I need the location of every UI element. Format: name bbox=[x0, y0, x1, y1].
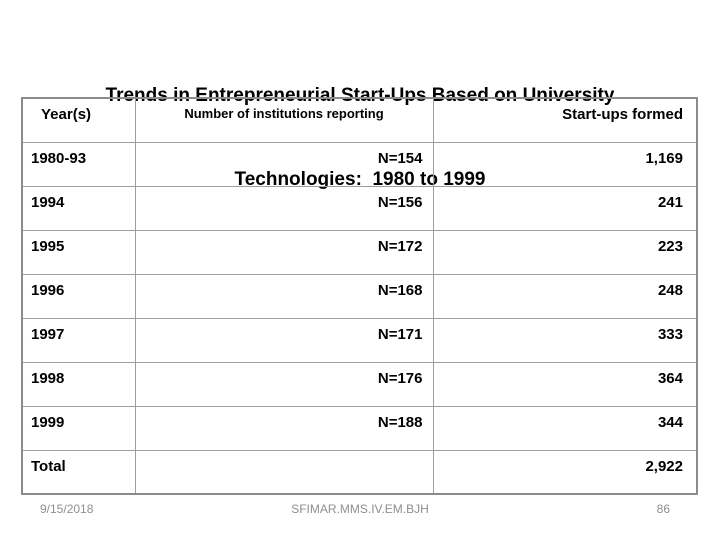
cell-institutions-count: N=156 bbox=[134, 185, 434, 231]
table-row: 1999 N=188 344 bbox=[21, 405, 698, 451]
cell-startups-formed: 364 bbox=[432, 361, 698, 407]
cell-institutions-count: N=188 bbox=[134, 405, 434, 451]
table-row: Total 2,922 bbox=[21, 449, 698, 495]
table-row: 1997 N=171 333 bbox=[21, 317, 698, 363]
cell-startups-formed: 333 bbox=[432, 317, 698, 363]
cell-startups-formed: 2,922 bbox=[432, 449, 698, 495]
cell-startups-formed: 223 bbox=[432, 229, 698, 275]
cell-startups-formed: 1,169 bbox=[432, 141, 698, 187]
cell-year: Total bbox=[21, 449, 136, 495]
footer-page-number: 86 bbox=[656, 502, 670, 516]
cell-year: 1980-93 bbox=[21, 141, 136, 187]
footer-date: 9/15/2018 bbox=[40, 502, 94, 516]
cell-institutions-count bbox=[134, 449, 434, 495]
cell-year: 1997 bbox=[21, 317, 136, 363]
cell-institutions-count: N=176 bbox=[134, 361, 434, 407]
cell-institutions-count: N=168 bbox=[134, 273, 434, 319]
cell-year: 1994 bbox=[21, 185, 136, 231]
cell-startups-formed: 248 bbox=[432, 273, 698, 319]
table-row: 1996 N=168 248 bbox=[21, 273, 698, 319]
cell-institutions-count: N=171 bbox=[134, 317, 434, 363]
table-head: Year(s) Number of institutions reporting… bbox=[21, 97, 698, 143]
header-years: Year(s) bbox=[21, 97, 136, 143]
startups-table: Year(s) Number of institutions reporting… bbox=[21, 97, 698, 495]
table-body: 1980-93 N=154 1,169 1994 N=156 241 1995 N=172 22… bbox=[21, 141, 698, 495]
table-row: 1998 N=176 364 bbox=[21, 361, 698, 407]
header-startups-formed: Start-ups formed bbox=[432, 97, 698, 143]
table-row: 1994 N=156 241 bbox=[21, 185, 698, 231]
cell-year: 1999 bbox=[21, 405, 136, 451]
cell-year: 1996 bbox=[21, 273, 136, 319]
cell-institutions-count: N=154 bbox=[134, 141, 434, 187]
table-row: 1995 N=172 223 bbox=[21, 229, 698, 275]
cell-institutions-count: N=172 bbox=[134, 229, 434, 275]
cell-year: 1998 bbox=[21, 361, 136, 407]
header-institutions-reporting: Number of institutions reporting bbox=[134, 97, 434, 143]
footer-course-code: SFIMAR.MMS.IV.EM.BJH bbox=[291, 502, 429, 516]
cell-startups-formed: 241 bbox=[432, 185, 698, 231]
table-header-row: Year(s) Number of institutions reporting… bbox=[21, 97, 698, 143]
table-row: 1980-93 N=154 1,169 bbox=[21, 141, 698, 187]
cell-startups-formed: 344 bbox=[432, 405, 698, 451]
cell-year: 1995 bbox=[21, 229, 136, 275]
